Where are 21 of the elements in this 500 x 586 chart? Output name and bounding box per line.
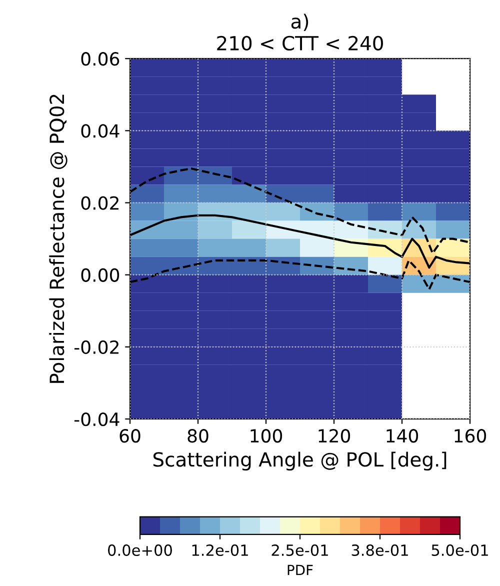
x-tick-label: 60 bbox=[120, 429, 140, 443]
color-bar-label: 5.0e-01 bbox=[432, 544, 488, 556]
color-bar-title: PDF bbox=[288, 564, 313, 576]
y-tick-label: 0.06 bbox=[81, 52, 120, 66]
color-bar-label: 3.8e-01 bbox=[352, 544, 408, 556]
x-tick-label: 80 bbox=[188, 429, 208, 443]
chart-title: a) 210 < CTT < 240 bbox=[217, 14, 383, 51]
y-tick-label: 0.04 bbox=[81, 124, 120, 138]
y-tick-label: -0.02 bbox=[74, 340, 118, 354]
x-tick-label: 160 bbox=[454, 429, 486, 443]
color-bar-label: 2.5e-01 bbox=[272, 544, 328, 556]
x-tick-label: 100 bbox=[250, 429, 282, 443]
x-tick-label: 120 bbox=[318, 429, 350, 443]
x-tick-label: 140 bbox=[386, 429, 418, 443]
x-axis-title: Scattering Angle @ POL [deg.] bbox=[153, 452, 446, 471]
color-bar-label: 1.2e-01 bbox=[192, 544, 248, 556]
y-axis-title: Polarized Reflectance @ PQ02 bbox=[49, 94, 68, 383]
y-tick-label: 0.02 bbox=[81, 196, 118, 210]
y-tick-label: 0.00 bbox=[81, 268, 120, 282]
y-tick-label: -0.04 bbox=[74, 412, 120, 426]
color-bar-label: 0.0e+00 bbox=[108, 544, 172, 556]
